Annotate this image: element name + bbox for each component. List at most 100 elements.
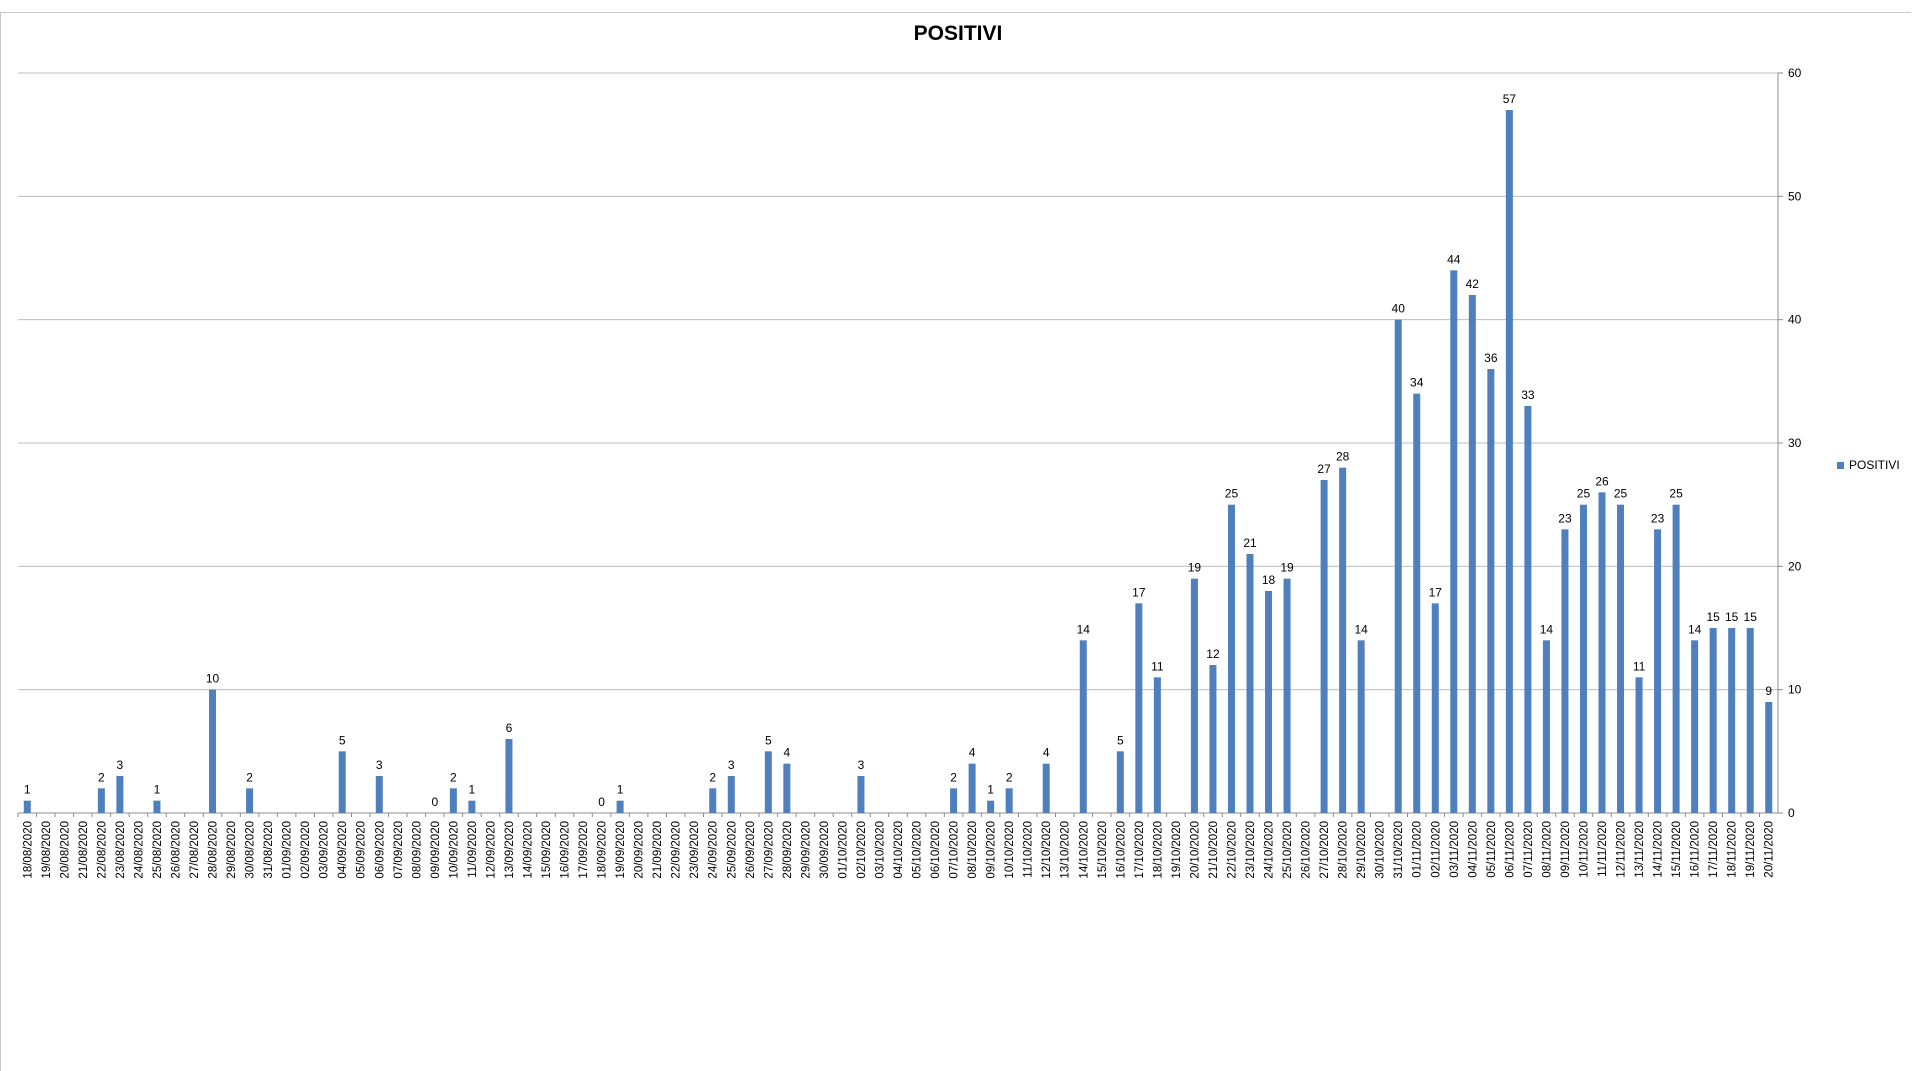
x-tick-label: 07/11/2020 bbox=[1523, 821, 1535, 878]
bar bbox=[97, 788, 105, 813]
bar bbox=[1728, 628, 1736, 813]
x-tick-label: 04/09/2020 bbox=[337, 821, 349, 879]
x-tick-label: 09/10/2020 bbox=[986, 821, 998, 879]
data-label: 4 bbox=[783, 746, 790, 760]
data-label: 5 bbox=[1117, 733, 1124, 747]
bar bbox=[1672, 504, 1680, 813]
bar bbox=[1079, 640, 1087, 813]
data-label: 3 bbox=[858, 758, 865, 772]
data-label: 15 bbox=[1706, 610, 1720, 624]
bar bbox=[1005, 788, 1013, 813]
data-label: 23 bbox=[1558, 511, 1572, 525]
x-tick-label: 11/11/2020 bbox=[1597, 821, 1609, 877]
y-tick-label: 50 bbox=[1788, 189, 1802, 203]
x-tick-label: 20/11/2020 bbox=[1764, 821, 1776, 878]
data-label: 9 bbox=[1765, 684, 1772, 698]
bar bbox=[1042, 763, 1050, 813]
data-label: 25 bbox=[1669, 487, 1683, 501]
x-tick-label: 06/09/2020 bbox=[374, 821, 386, 879]
data-label: 2 bbox=[246, 770, 253, 784]
data-label: 3 bbox=[376, 758, 383, 772]
x-tick-label: 04/10/2020 bbox=[893, 821, 905, 879]
x-tick-label: 16/10/2020 bbox=[1115, 821, 1127, 879]
x-tick-label: 14/09/2020 bbox=[522, 821, 534, 879]
x-tick-label: 13/09/2020 bbox=[504, 821, 516, 879]
bar bbox=[1209, 665, 1217, 813]
x-tick-label: 24/09/2020 bbox=[708, 821, 720, 879]
data-label: 34 bbox=[1410, 376, 1424, 390]
bar bbox=[1283, 578, 1291, 813]
data-label: 19 bbox=[1188, 561, 1202, 575]
data-label: 4 bbox=[969, 746, 976, 760]
x-tick-label: 12/10/2020 bbox=[1041, 821, 1053, 879]
data-label: 19 bbox=[1280, 561, 1294, 575]
legend: POSITIVI bbox=[1837, 458, 1900, 472]
data-label: 42 bbox=[1466, 277, 1480, 291]
x-tick-label: 07/10/2020 bbox=[949, 821, 961, 879]
y-tick-label: 30 bbox=[1788, 436, 1802, 450]
bar bbox=[764, 751, 772, 813]
x-tick-label: 01/10/2020 bbox=[837, 821, 849, 879]
bar bbox=[1579, 504, 1587, 813]
bar bbox=[1598, 492, 1606, 813]
data-label: 2 bbox=[98, 770, 105, 784]
y-tick-label: 40 bbox=[1788, 313, 1802, 327]
data-label: 0 bbox=[431, 795, 438, 809]
y-tick-label: 60 bbox=[1788, 66, 1802, 80]
data-label: 2 bbox=[1006, 770, 1013, 784]
bar bbox=[1413, 393, 1421, 813]
x-tick-label: 22/10/2020 bbox=[1226, 821, 1238, 879]
bar bbox=[1246, 554, 1254, 813]
data-label: 11 bbox=[1151, 659, 1164, 673]
data-label: 17 bbox=[1132, 585, 1146, 599]
x-tick-label: 14/11/2020 bbox=[1653, 821, 1665, 878]
legend-label: POSITIVI bbox=[1849, 458, 1900, 472]
x-tick-label: 07/09/2020 bbox=[393, 821, 405, 879]
x-tick-label: 05/09/2020 bbox=[356, 821, 368, 879]
x-tick-label: 03/09/2020 bbox=[319, 821, 331, 879]
bar bbox=[1468, 295, 1476, 813]
data-labels: 1231102530216012354324124145171119122521… bbox=[24, 92, 1772, 809]
x-tick-label: 26/10/2020 bbox=[1301, 821, 1313, 879]
legend-swatch bbox=[1837, 462, 1844, 469]
bar bbox=[709, 788, 717, 813]
data-label: 17 bbox=[1429, 585, 1443, 599]
x-axis-ticks: 18/08/2020 19/08/2020 20/08/2020 21/08/2020… bbox=[22, 821, 1775, 879]
data-label: 18 bbox=[1262, 573, 1276, 587]
x-tick-label: 15/10/2020 bbox=[1097, 821, 1109, 879]
x-tick-label: 15/11/2020 bbox=[1671, 821, 1683, 878]
x-tick-label: 10/10/2020 bbox=[1004, 821, 1016, 879]
bar bbox=[1450, 270, 1458, 813]
x-tick-label: 19/11/2020 bbox=[1745, 821, 1757, 878]
x-tick-label: 10/11/2020 bbox=[1578, 821, 1590, 878]
bar bbox=[1487, 369, 1495, 813]
bar bbox=[505, 739, 513, 813]
x-tick-label: 18/09/2020 bbox=[597, 821, 609, 879]
bar bbox=[1394, 319, 1402, 813]
x-tick-label: 30/10/2020 bbox=[1375, 821, 1387, 879]
bar bbox=[1746, 628, 1754, 813]
bar bbox=[1190, 578, 1198, 813]
data-label: 3 bbox=[728, 758, 735, 772]
bar bbox=[1135, 603, 1143, 813]
bar bbox=[1265, 591, 1273, 813]
x-tick-label: 28/10/2020 bbox=[1338, 821, 1350, 879]
x-tick-label: 31/10/2020 bbox=[1393, 821, 1405, 879]
data-label: 4 bbox=[1043, 746, 1050, 760]
data-label: 14 bbox=[1354, 622, 1368, 636]
data-label: 5 bbox=[339, 733, 346, 747]
x-tick-label: 28/09/2020 bbox=[782, 821, 794, 879]
data-label: 25 bbox=[1614, 487, 1628, 501]
bar bbox=[1505, 110, 1513, 813]
x-tick-label: 08/10/2020 bbox=[967, 821, 979, 879]
x-tick-label: 25/10/2020 bbox=[1282, 821, 1294, 879]
x-tick-label: 26/09/2020 bbox=[745, 821, 757, 879]
x-tick-label: 27/10/2020 bbox=[1319, 821, 1331, 879]
data-label: 5 bbox=[765, 733, 772, 747]
x-tick-label: 16/11/2020 bbox=[1690, 821, 1702, 878]
y-tick-label: 0 bbox=[1788, 806, 1795, 820]
x-tick-label: 01/11/2020 bbox=[1412, 821, 1424, 878]
bar bbox=[449, 788, 457, 813]
x-tick-label: 10/09/2020 bbox=[448, 821, 460, 879]
